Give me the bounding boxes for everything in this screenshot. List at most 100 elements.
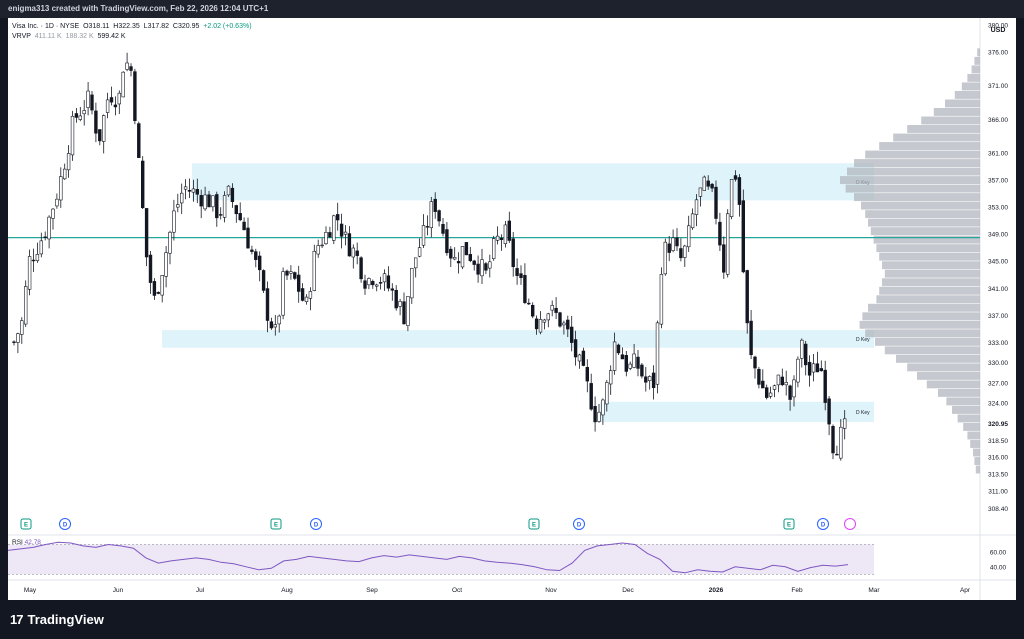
candle-body[interactable]: [242, 221, 246, 231]
candle-body[interactable]: [43, 236, 47, 238]
candle-body[interactable]: [191, 188, 196, 193]
candle-body[interactable]: [698, 187, 703, 197]
candle-body[interactable]: [796, 358, 800, 383]
candle-body[interactable]: [371, 281, 375, 286]
candle-body[interactable]: [566, 319, 570, 330]
candle-body[interactable]: [558, 312, 562, 327]
candle-body[interactable]: [187, 189, 192, 192]
candle-body[interactable]: [722, 244, 726, 273]
candle-body[interactable]: [47, 216, 51, 240]
candle-body[interactable]: [636, 356, 640, 369]
candle-body[interactable]: [23, 286, 28, 325]
rsi-line[interactable]: [8, 541, 849, 574]
candle-body[interactable]: [410, 267, 414, 299]
candle-body[interactable]: [203, 194, 207, 210]
candle-body[interactable]: [289, 271, 293, 274]
key-zone-3[interactable]: [600, 401, 874, 423]
candle-body[interactable]: [515, 268, 519, 276]
candle-body[interactable]: [597, 411, 601, 422]
candle-body[interactable]: [234, 205, 238, 215]
candle-body[interactable]: [499, 237, 504, 240]
candle-body[interactable]: [757, 368, 761, 385]
candle-body[interactable]: [211, 195, 215, 208]
candle-body[interactable]: [70, 115, 75, 156]
candle-body[interactable]: [312, 250, 316, 291]
candle-body[interactable]: [823, 369, 827, 403]
candle-body[interactable]: [417, 247, 422, 257]
candle-body[interactable]: [476, 263, 480, 275]
candle-body[interactable]: [300, 288, 305, 301]
candle-body[interactable]: [737, 177, 742, 205]
candle-body[interactable]: [246, 227, 250, 249]
candle-body[interactable]: [593, 406, 597, 423]
candle-body[interactable]: [491, 238, 496, 259]
candle-body[interactable]: [250, 249, 254, 252]
candle-body[interactable]: [749, 320, 753, 356]
candle-body[interactable]: [772, 385, 777, 390]
candle-body[interactable]: [78, 115, 83, 120]
candle-body[interactable]: [113, 104, 118, 108]
candle-body[interactable]: [90, 94, 94, 111]
dividend-marker-icon[interactable]: [59, 518, 71, 530]
candle-body[interactable]: [667, 243, 671, 253]
candle-body[interactable]: [406, 296, 410, 326]
candle-body[interactable]: [511, 238, 515, 268]
candle-body[interactable]: [788, 385, 792, 400]
candle-body[interactable]: [741, 200, 746, 273]
candle-body[interactable]: [316, 245, 320, 255]
candle-body[interactable]: [753, 356, 757, 369]
candle-body[interactable]: [675, 237, 679, 247]
candle-body[interactable]: [390, 288, 394, 291]
candle-body[interactable]: [421, 225, 426, 246]
candle-body[interactable]: [577, 354, 582, 362]
candle-body[interactable]: [690, 213, 695, 229]
candle-body[interactable]: [141, 160, 145, 209]
candle-body[interactable]: [413, 257, 418, 269]
candle-body[interactable]: [811, 363, 816, 373]
candle-body[interactable]: [655, 322, 660, 385]
key-zone-1[interactable]: [192, 163, 874, 201]
candle-body[interactable]: [137, 123, 141, 158]
candle-body[interactable]: [827, 398, 831, 425]
candle-body[interactable]: [725, 213, 730, 275]
candle-body[interactable]: [195, 189, 199, 195]
earnings-marker-icon[interactable]: [20, 518, 32, 530]
candle-body[interactable]: [367, 278, 371, 286]
candle-body[interactable]: [74, 113, 79, 118]
candle-body[interactable]: [293, 272, 297, 279]
candle-body[interactable]: [351, 247, 355, 258]
candle-body[interactable]: [815, 363, 820, 373]
candle-body[interactable]: [66, 153, 71, 171]
candle-body[interactable]: [632, 353, 636, 368]
candle-body[interactable]: [585, 367, 590, 382]
candle-body[interactable]: [86, 90, 90, 108]
candle-body[interactable]: [172, 210, 176, 233]
candle-body[interactable]: [254, 251, 258, 260]
candle-body[interactable]: [129, 66, 133, 71]
candle-body[interactable]: [121, 71, 125, 98]
candle-body[interactable]: [27, 256, 32, 290]
candle-body[interactable]: [628, 363, 632, 369]
candle-body[interactable]: [679, 248, 683, 259]
candle-body[interactable]: [363, 280, 367, 289]
candle-body[interactable]: [659, 274, 664, 325]
candle-body[interactable]: [573, 339, 578, 358]
candle-body[interactable]: [386, 275, 391, 289]
candle-body[interactable]: [355, 250, 359, 256]
candle-body[interactable]: [164, 252, 168, 277]
candle-body[interactable]: [219, 214, 223, 216]
candle-body[interactable]: [238, 213, 242, 221]
candle-body[interactable]: [82, 110, 86, 115]
candle-body[interactable]: [761, 380, 765, 389]
candle-body[interactable]: [503, 224, 508, 245]
candle-body[interactable]: [180, 192, 184, 204]
candle-body[interactable]: [468, 254, 472, 262]
candle-body[interactable]: [694, 199, 699, 215]
candle-body[interactable]: [359, 257, 363, 280]
candle-body[interactable]: [538, 319, 543, 333]
candle-body[interactable]: [523, 275, 527, 303]
earnings-marker-icon[interactable]: [783, 518, 795, 530]
candle-body[interactable]: [569, 326, 574, 343]
candle-body[interactable]: [803, 343, 808, 366]
